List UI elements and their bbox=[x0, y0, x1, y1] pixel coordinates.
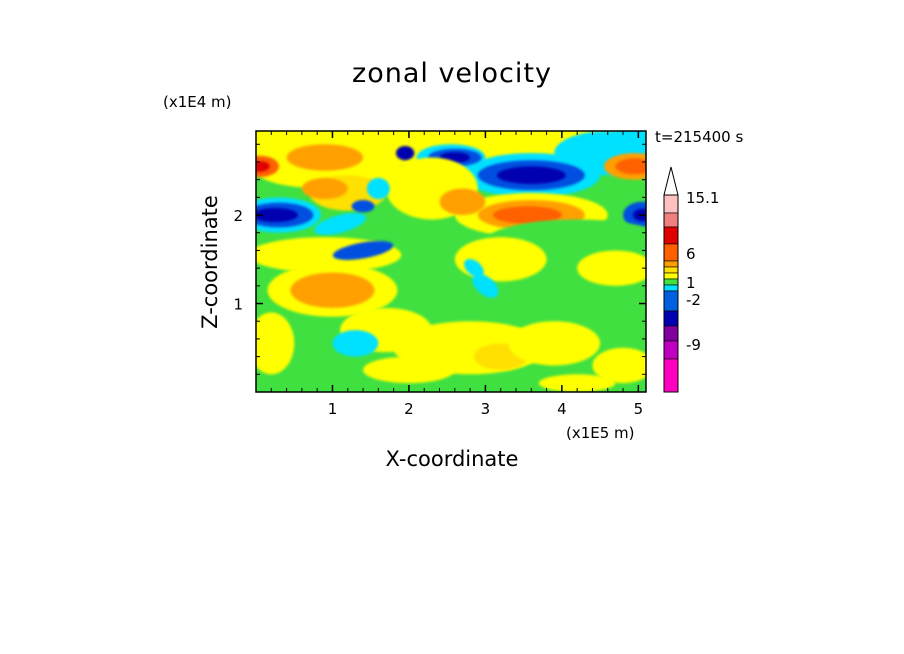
x-tick-label: 2 bbox=[404, 400, 414, 418]
colorbar-segment bbox=[663, 212, 679, 228]
colorbar-segment bbox=[663, 325, 679, 342]
x-tick-label: 4 bbox=[557, 400, 567, 418]
contour-blob bbox=[256, 312, 295, 375]
contour-blob bbox=[615, 158, 646, 175]
colorbar-segment bbox=[663, 340, 679, 360]
colorbar-segment bbox=[663, 358, 679, 393]
contour-blob bbox=[256, 207, 299, 223]
contour-blob bbox=[472, 273, 499, 298]
colorbar-label: -9 bbox=[686, 336, 701, 354]
colorbar-extend-arrow bbox=[663, 166, 679, 196]
x-axis-title: X-coordinate bbox=[385, 447, 519, 471]
colorbar-label: 15.1 bbox=[686, 189, 719, 207]
colorbar-segment bbox=[663, 243, 679, 262]
contour-field bbox=[256, 131, 646, 392]
x-axis-unit: (x1E5 m) bbox=[566, 424, 635, 442]
x-tick-label: 3 bbox=[481, 400, 491, 418]
colorbar: 15.1 6 1-2 -9 bbox=[663, 166, 719, 393]
contour-blob bbox=[496, 166, 566, 185]
colorbar-label: -2 bbox=[686, 291, 701, 309]
colorbar-segment bbox=[663, 310, 679, 327]
contour-blob bbox=[256, 161, 270, 172]
contour-blob bbox=[493, 206, 562, 224]
plot-frame bbox=[255, 130, 647, 393]
contour-blob bbox=[314, 212, 367, 235]
contour-blob bbox=[366, 177, 390, 200]
colorbar-label: 6 bbox=[686, 245, 696, 263]
time-label: t=215400 s bbox=[655, 128, 744, 146]
contour-blob bbox=[592, 347, 646, 384]
colorbar-segment bbox=[663, 260, 679, 268]
x-tick-label: 5 bbox=[634, 400, 644, 418]
colorbar-segment bbox=[663, 266, 679, 274]
y-axis-unit: (x1E4 m) bbox=[163, 93, 232, 111]
colorbar-segment bbox=[663, 226, 679, 245]
colorbar-segment bbox=[663, 194, 679, 214]
contour-blob bbox=[538, 374, 616, 392]
colorbar-frame bbox=[663, 194, 679, 393]
contour-blob bbox=[439, 188, 486, 216]
y-tick-label: 1 bbox=[233, 296, 243, 314]
contour-blob bbox=[286, 144, 364, 171]
colorbar-label: 1 bbox=[686, 274, 696, 292]
contour-blob bbox=[508, 321, 601, 366]
colorbar-segment bbox=[663, 290, 679, 312]
contour-blob bbox=[332, 240, 394, 260]
colorbar-segment bbox=[663, 272, 679, 280]
y-tick-label: 2 bbox=[233, 207, 243, 225]
contour-blob bbox=[351, 200, 375, 213]
contour-blob bbox=[464, 258, 484, 278]
axes: 1 2 3 4 5 1 2 bbox=[233, 130, 647, 418]
colorbar-segment bbox=[663, 284, 679, 292]
contour-blob bbox=[577, 250, 646, 286]
contour-blob bbox=[332, 330, 379, 357]
contour-blob bbox=[301, 177, 348, 200]
contour-blob bbox=[363, 356, 455, 384]
contour-blob bbox=[395, 146, 415, 161]
x-tick-label: 1 bbox=[328, 400, 338, 418]
chart-title: zonal velocity bbox=[352, 58, 552, 89]
contour-blob bbox=[290, 272, 375, 308]
colorbar-segment bbox=[663, 278, 679, 286]
